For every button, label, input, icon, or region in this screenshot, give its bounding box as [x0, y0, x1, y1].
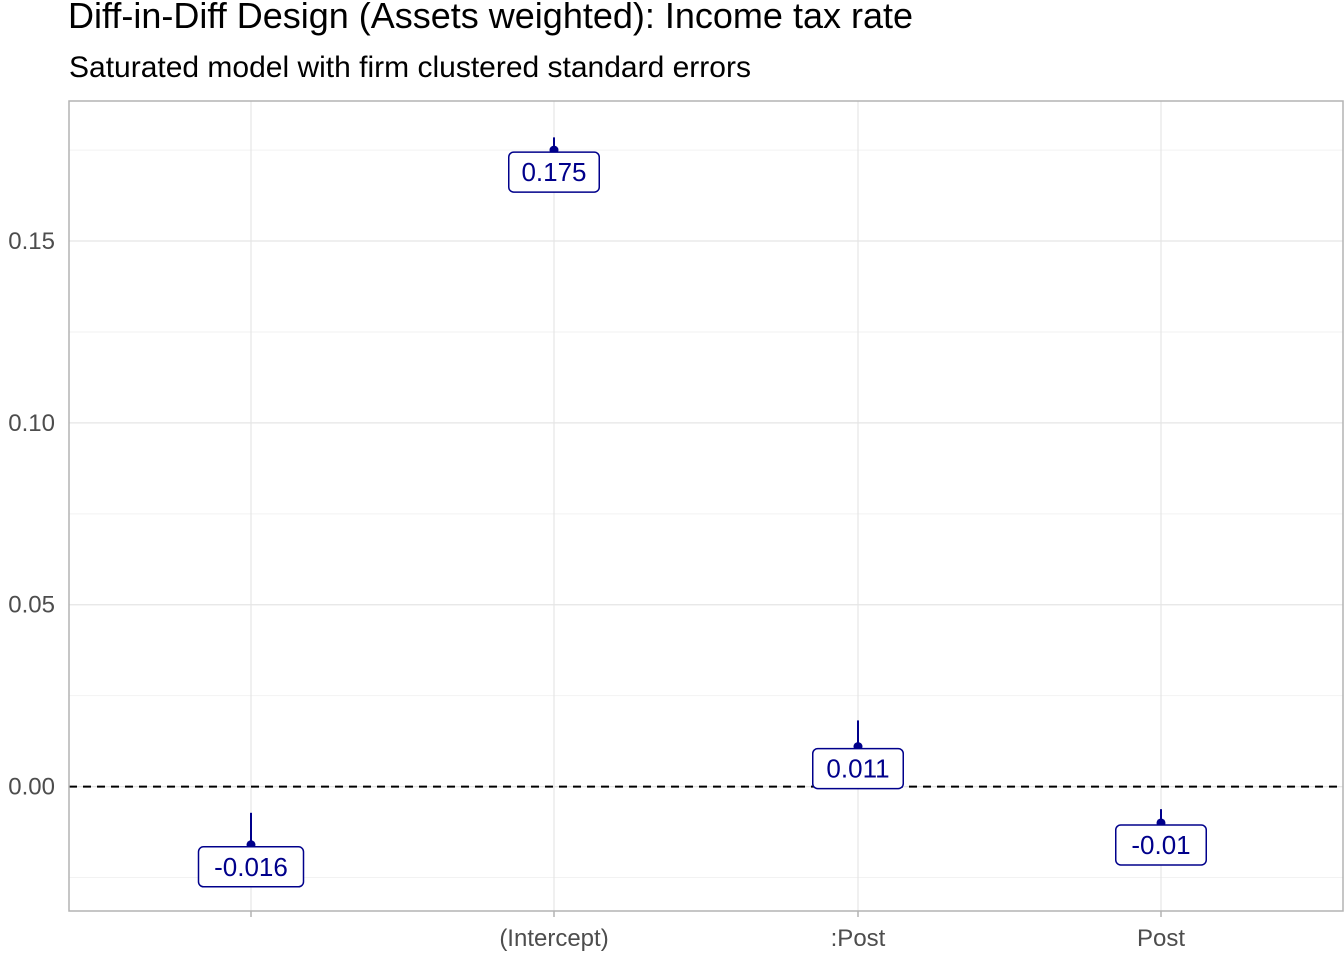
chart-subtitle: Saturated model with firm clustered stan… [69, 51, 751, 84]
data-label-box [1115, 824, 1207, 866]
coefficient-2: 0.011 [812, 720, 904, 790]
chart-title: Diff-in-Diff Design (Assets weighted): I… [68, 0, 913, 36]
x-tick-label: :Post [831, 925, 886, 952]
y-tick-label: 0.10 [8, 410, 55, 437]
data-label-box [197, 846, 305, 888]
data-label-box [812, 747, 904, 790]
y-tick-label: 0.15 [8, 228, 55, 255]
data-label: -0.016 [214, 852, 288, 882]
coefficient-3: -0.01 [1115, 809, 1207, 866]
panel-border [68, 100, 1344, 912]
grid-layer [69, 101, 1343, 911]
mark-layer: -0.016 0.175 0.011 -0.01 [197, 137, 1207, 888]
coefficient-0: -0.016 [197, 812, 305, 888]
y-tick-label: 0.05 [8, 592, 55, 619]
coefficient-1: 0.175 [508, 137, 600, 193]
y-tick-label: 0.00 [8, 774, 55, 801]
data-label-box [508, 151, 600, 193]
data-label: 0.011 [826, 754, 889, 784]
x-tick-label: Post [1137, 925, 1185, 952]
data-label: -0.01 [1131, 830, 1190, 860]
data-label: 0.175 [521, 157, 586, 187]
axis-layer: 0.00 0.05 0.10 0.15 (Intercept) :Post Post [8, 228, 1185, 952]
x-tick-label: (Intercept) [499, 925, 608, 952]
